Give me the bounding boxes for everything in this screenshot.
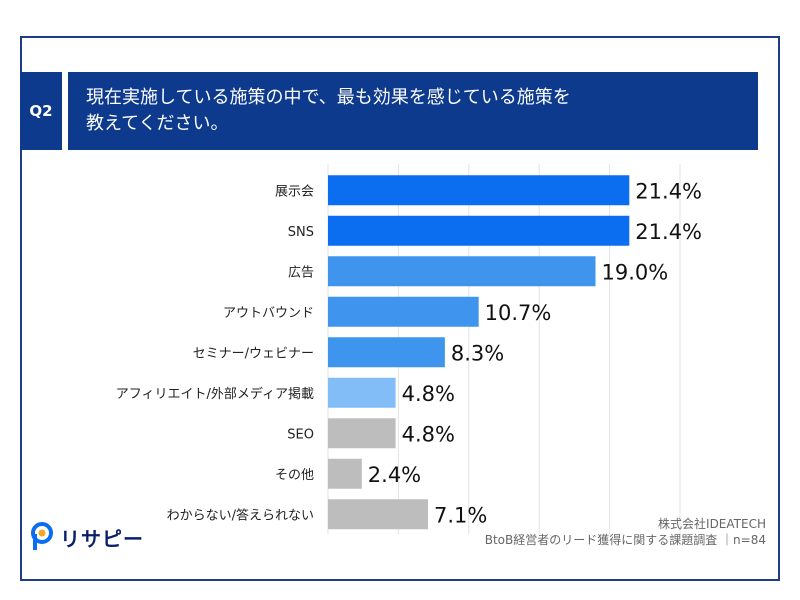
value-label: 2.4% — [368, 463, 421, 487]
logo-text: リサピー — [60, 526, 144, 551]
source-company: 株式会社IDEATECH — [658, 517, 766, 531]
value-label: 8.3% — [451, 341, 504, 365]
category-label: 広告 — [288, 265, 314, 280]
bar — [328, 499, 428, 530]
category-label: SEO — [287, 427, 314, 442]
risapi-logo: リサピー — [30, 522, 144, 552]
value-label: 21.4% — [635, 220, 702, 244]
bar — [328, 256, 596, 287]
value-label: 4.8% — [402, 422, 455, 446]
bar — [328, 296, 479, 327]
source-survey: BtoB経営者のリード獲得に関する課題調査 ｜n=84 — [484, 533, 766, 547]
bar — [328, 377, 396, 408]
value-label: 7.1% — [434, 503, 487, 527]
bar — [328, 215, 630, 246]
bar — [328, 337, 445, 368]
bar — [328, 458, 362, 489]
value-label: 10.7% — [485, 301, 552, 325]
bar — [328, 175, 630, 206]
source-note: 株式会社IDEATECH BtoB経営者のリード獲得に関する課題調査 ｜n=84 — [485, 516, 766, 548]
value-label: 21.4% — [635, 179, 702, 203]
value-label: 19.0% — [602, 260, 669, 284]
bar — [328, 418, 396, 449]
pin-icon — [31, 522, 53, 550]
question-text-line-2: 教えてください。 — [86, 113, 229, 134]
question-number-badge: Q2 — [20, 72, 62, 150]
category-label: その他 — [275, 468, 314, 483]
question-box: 現在実施している施策の中で、最も効果を感じている施策を 教えてください。 — [68, 72, 758, 150]
category-label: わからない/答えられない — [167, 507, 314, 523]
category-label: アフィリエイト/外部メディア掲載 — [116, 386, 314, 402]
category-label: アウトバウンド — [223, 306, 314, 321]
value-label: 4.8% — [402, 382, 455, 406]
category-label: セミナー/ウェビナー — [193, 346, 314, 361]
question-text-line-1: 現在実施している施策の中で、最も効果を感じている施策を — [86, 87, 571, 108]
category-label: 展示会 — [275, 184, 314, 199]
category-label: SNS — [288, 225, 314, 240]
